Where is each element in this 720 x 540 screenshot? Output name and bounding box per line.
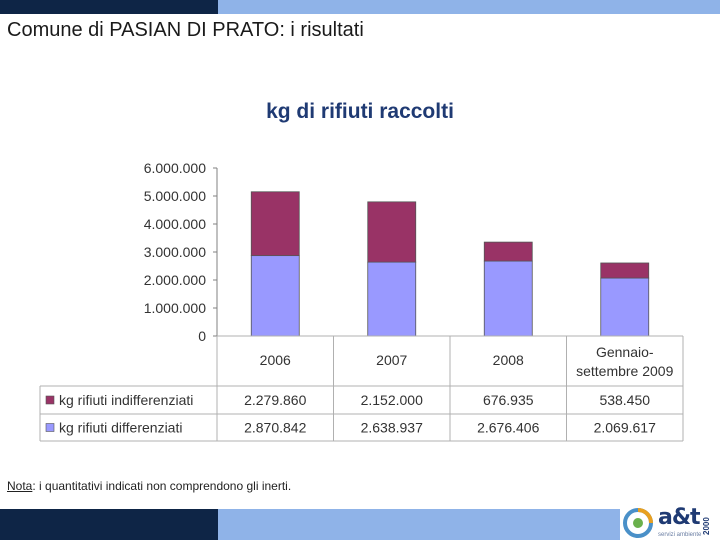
stacked-bar-chart: 6.000.000 5.000.000 4.000.000 3.000.000 2.00… (39, 160, 684, 442)
logo-year: 2000 (702, 517, 711, 535)
y-tick-label: 2.000.000 (144, 272, 206, 288)
bar-indifferenziati (367, 201, 417, 263)
bottom-bar-dark (0, 509, 218, 540)
bar-differenziati (600, 277, 650, 337)
x-category-label: 2006 (260, 352, 291, 368)
y-tick-label: 0 (198, 328, 206, 344)
logo-wordmark: a&t (658, 505, 701, 530)
bar-differenziati (367, 261, 417, 337)
table-value: 2.279.860 (244, 392, 306, 408)
legend-swatch (45, 395, 55, 405)
y-tick-label: 5.000.000 (144, 188, 206, 204)
bar-indifferenziati (483, 241, 533, 262)
slide-title: Comune di PASIAN DI PRATO: i risultati (7, 19, 364, 41)
bar-indifferenziati (600, 262, 650, 279)
bar-differenziati (250, 255, 300, 337)
footnote-label: Nota (7, 479, 33, 493)
top-bar-light (218, 0, 720, 14)
logo-tagline: servizi ambiente (658, 532, 702, 538)
top-bar-dark (0, 0, 218, 14)
company-logo: a&t 2000 servizi ambiente (620, 505, 720, 540)
legend-label: kg rifiuti differenziati (59, 420, 182, 436)
x-category-label: 2008 (493, 352, 524, 368)
table-value: 2.069.617 (594, 420, 656, 436)
table-value: 2.638.937 (361, 420, 423, 436)
bar-indifferenziati (250, 191, 300, 257)
y-tick-label: 4.000.000 (144, 216, 206, 232)
table-value: 2.152.000 (361, 392, 423, 408)
y-tick-label: 1.000.000 (144, 300, 206, 316)
y-tick-label: 3.000.000 (144, 244, 206, 260)
x-category-label: 2007 (376, 352, 407, 368)
footnote: Nota: i quantitativi indicati non compre… (7, 479, 291, 493)
chart-title: kg di rifiuti raccolti (266, 100, 454, 123)
table-value: 2.676.406 (477, 420, 539, 436)
bar-differenziati (483, 260, 533, 337)
legend-label: kg rifiuti indifferenziati (59, 392, 193, 408)
legend-swatch (45, 423, 55, 432)
y-tick-label: 6.000.000 (144, 160, 206, 176)
table-value: 676.935 (483, 392, 534, 408)
bottom-bar-light (218, 509, 620, 540)
x-category-label: Gennaio-settembre 2009 (576, 344, 673, 379)
table-value: 2.870.842 (244, 420, 306, 436)
table-value: 538.450 (599, 392, 650, 408)
footnote-text: : i quantitativi indicati non comprendon… (32, 479, 292, 493)
logo-swirl-icon (623, 508, 653, 538)
